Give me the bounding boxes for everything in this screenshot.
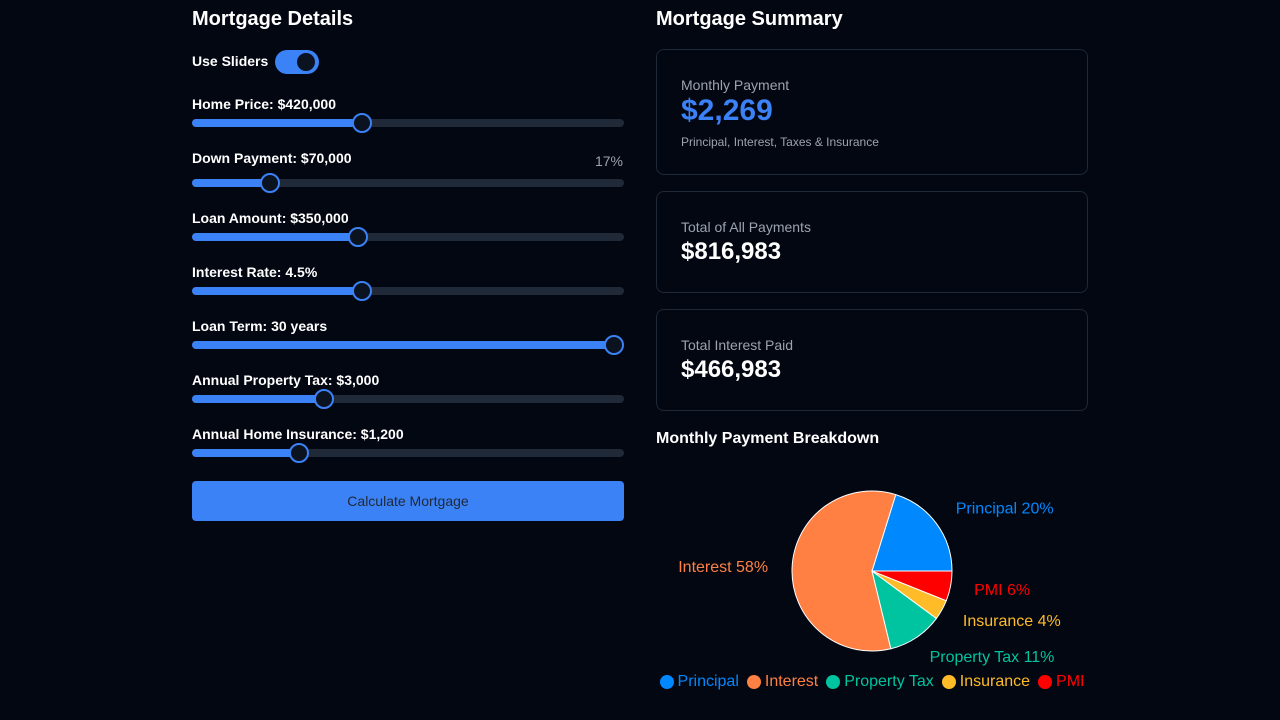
- toggle-label: Use Sliders: [192, 53, 269, 69]
- slider-label: Annual Property Tax: $3,000: [192, 372, 380, 388]
- slider[interactable]: [192, 389, 624, 409]
- summary-card: Total Interest Paid $466,983: [656, 309, 1088, 411]
- slider[interactable]: [192, 227, 624, 247]
- slider-label: Loan Amount: $350,000: [192, 210, 349, 226]
- card-label: Monthly Payment: [681, 77, 790, 93]
- slider-fill: [192, 119, 362, 127]
- slice-label: Insurance 4%: [963, 613, 1061, 630]
- legend-item[interactable]: Property Tax: [826, 672, 934, 692]
- pie-slice: [871, 570, 953, 602]
- card-value: $466,983: [681, 356, 782, 383]
- legend-marker: [659, 675, 674, 689]
- slider-label: Home Price: $420,000: [192, 96, 336, 112]
- slider-thumb[interactable]: [352, 281, 372, 301]
- slider-fill: [192, 395, 324, 403]
- slider-fill: [192, 449, 299, 457]
- legend: Principal Interest Property Tax Insurance PM…: [656, 672, 1088, 692]
- legend-marker: [746, 675, 761, 689]
- legend-label: PMI: [1056, 673, 1085, 690]
- legend-item[interactable]: Principal: [659, 672, 739, 692]
- legend-marker: [826, 675, 841, 689]
- card-label: Total Interest Paid: [681, 337, 794, 353]
- slider-fill: [192, 287, 362, 295]
- slider-label: Down Payment: $70,000: [192, 150, 352, 166]
- slice-label: Principal 20%: [956, 501, 1054, 518]
- legend-label: Property Tax: [844, 673, 934, 690]
- down-payment-percent: 17%: [594, 153, 623, 169]
- calculate-button[interactable]: Calculate Mortgage: [192, 481, 624, 521]
- slider-thumb[interactable]: [260, 173, 280, 193]
- toggle[interactable]: [275, 50, 319, 74]
- slider[interactable]: [192, 443, 624, 463]
- slider-fill: [192, 233, 358, 241]
- summary-card: Total of All Payments $816,983: [656, 191, 1088, 293]
- slider-label: Interest Rate: 4.5%: [192, 264, 318, 280]
- card-value: $816,983: [681, 238, 782, 265]
- slider[interactable]: [192, 113, 624, 133]
- legend-label: Principal: [677, 673, 739, 690]
- slider-thumb[interactable]: [289, 443, 309, 463]
- card-label: Total of All Payments: [681, 219, 811, 235]
- toggle-knob: [297, 53, 315, 71]
- pie-slice: [871, 493, 953, 572]
- legend-item[interactable]: Insurance: [941, 672, 1031, 692]
- slider-thumb[interactable]: [604, 335, 624, 355]
- slider[interactable]: [192, 335, 624, 355]
- card-note: Principal, Interest, Taxes & Insurance: [681, 135, 879, 149]
- legend-label: Interest: [764, 673, 819, 690]
- legend-label: Insurance: [959, 673, 1031, 690]
- legend-marker: [941, 675, 956, 689]
- details-title: Mortgage Details: [192, 8, 354, 30]
- slider-thumb[interactable]: [348, 227, 368, 247]
- slider-label: Loan Term: 30 years: [192, 318, 328, 334]
- slice-label: Property Tax 11%: [930, 649, 1055, 666]
- pie-slice: [791, 490, 897, 652]
- slider[interactable]: [192, 281, 624, 301]
- slider-fill: [192, 341, 614, 349]
- summary-card: Monthly Payment $2,269 Principal, Intere…: [656, 49, 1088, 175]
- chart-title: Monthly Payment Breakdown: [656, 430, 880, 447]
- legend-item[interactable]: Interest: [746, 672, 819, 692]
- slider-thumb[interactable]: [314, 389, 334, 409]
- slider-label: Annual Home Insurance: $1,200: [192, 426, 404, 442]
- legend-marker: [1038, 675, 1053, 689]
- slider-fill: [192, 179, 270, 187]
- summary-title: Mortgage Summary: [656, 8, 843, 30]
- legend-item[interactable]: PMI: [1038, 672, 1084, 692]
- slice-label: PMI 6%: [974, 582, 1030, 599]
- slider-thumb[interactable]: [352, 113, 372, 133]
- slider[interactable]: [192, 173, 624, 193]
- slice-label: Interest 58%: [678, 559, 768, 576]
- card-value: $2,269: [681, 94, 773, 127]
